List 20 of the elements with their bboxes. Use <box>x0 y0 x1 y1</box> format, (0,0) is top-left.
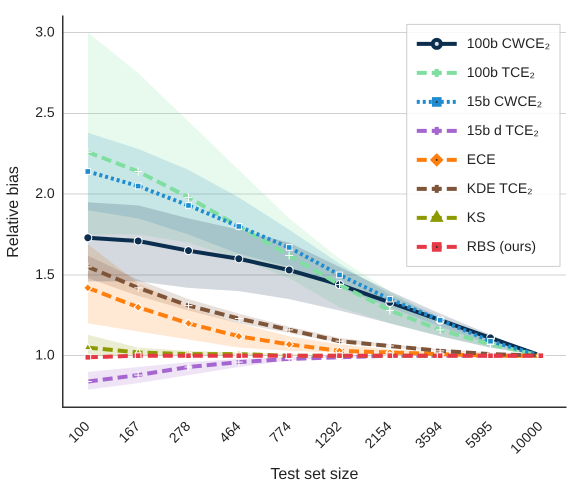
legend-label: 15b d TCE₂ <box>466 122 539 138</box>
x-tick-label: 100 <box>64 418 93 446</box>
x-tick-label: 774 <box>266 418 294 446</box>
legend-label: 100b TCE₂ <box>466 64 535 80</box>
y-tick-label: 2.5 <box>35 104 55 120</box>
x-tick-label: 464 <box>216 418 244 446</box>
legend-label: KDE TCE₂ <box>466 180 533 196</box>
legend-label: 100b CWCE₂ <box>466 34 550 51</box>
y-tick-label: 1.5 <box>35 266 55 282</box>
legend-label: ECE <box>466 150 496 167</box>
legend-label: RBS (ours) <box>466 238 536 254</box>
legend-label: 15b CWCE₂ <box>466 92 542 109</box>
y-tick-label: 1.0 <box>35 346 55 363</box>
y-tick-label: 3.0 <box>35 23 55 40</box>
y-axis-title: Relative bias <box>5 166 22 258</box>
x-tick-label: 278 <box>166 418 194 446</box>
x-tick-label: 167 <box>115 418 144 446</box>
y-tick-label: 2.0 <box>35 184 55 201</box>
legend-label: KS <box>466 208 486 225</box>
x-axis-title: Test set size <box>270 466 358 483</box>
